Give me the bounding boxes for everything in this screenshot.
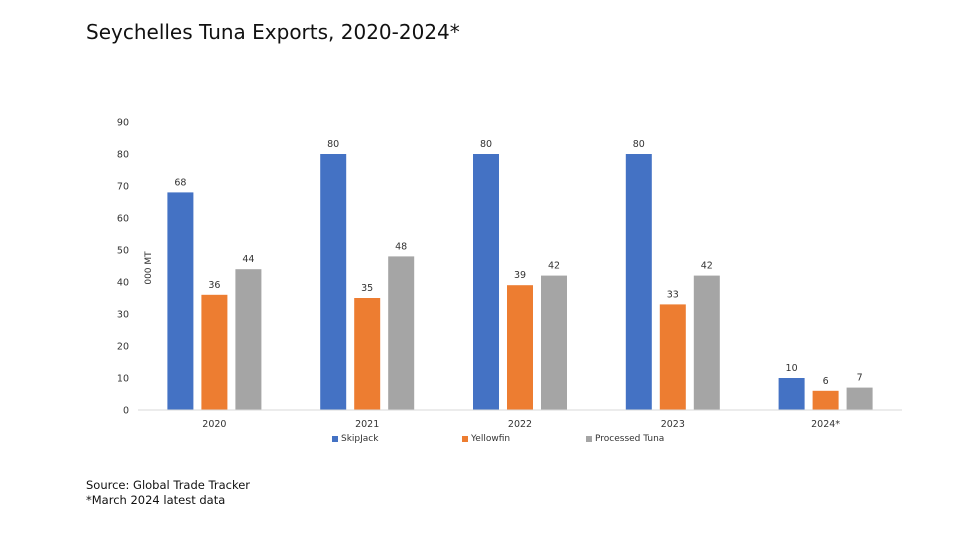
data-label: 68 — [174, 177, 186, 188]
x-tick-label: 2024* — [811, 419, 840, 430]
y-tick-label: 60 — [117, 214, 129, 225]
bars-group: 68 36 44 80 35 48 80 39 42 80 33 42 10 6 7 — [167, 139, 873, 410]
data-label: 80 — [327, 139, 339, 150]
data-label: 36 — [208, 280, 220, 291]
bar-skipjack — [778, 378, 805, 410]
y-tick-label: 80 — [117, 150, 129, 161]
bar-processed-tuna — [693, 275, 720, 410]
bar-processed-tuna — [388, 256, 415, 410]
bar-processed-tuna — [541, 275, 567, 410]
data-label: 35 — [361, 283, 373, 294]
data-label: 42 — [548, 261, 560, 272]
legend-label-skipjack: SkipJack — [341, 434, 379, 444]
data-label: 39 — [514, 270, 526, 281]
y-tick-label: 0 — [123, 406, 129, 417]
bar-skipjack — [473, 154, 499, 410]
bar-yellowfin — [354, 298, 381, 410]
bar-processed-tuna — [846, 387, 873, 410]
x-tick-label: 2021 — [355, 419, 379, 430]
bar-processed-tuna — [235, 269, 262, 410]
y-tick-label: 90 — [117, 118, 129, 129]
legend-item-processed-tuna: Processed Tuna — [586, 434, 664, 444]
bar-skipjack — [625, 154, 652, 410]
y-tick-label: 20 — [117, 342, 129, 353]
data-label: 80 — [480, 139, 492, 150]
chart-title: Seychelles Tuna Exports, 2020-2024* — [86, 20, 460, 44]
legend-label-processed-tuna: Processed Tuna — [595, 434, 665, 444]
data-label: 44 — [242, 254, 254, 265]
legend-item-yellowfin: Yellowfin — [462, 434, 510, 444]
footnote-line: *March 2024 latest data — [86, 493, 226, 507]
y-tick-label: 70 — [117, 182, 129, 193]
legend-swatch-yellowfin — [462, 436, 468, 442]
bar-yellowfin — [507, 285, 533, 410]
y-tick-label: 40 — [117, 278, 129, 289]
bar-yellowfin — [659, 304, 686, 410]
bar-skipjack — [167, 192, 194, 410]
y-tick-label: 10 — [117, 374, 129, 385]
legend-label-yellowfin: Yellowfin — [471, 434, 511, 444]
data-label: 42 — [701, 261, 713, 272]
data-label: 48 — [395, 241, 407, 252]
x-tick-label: 2022 — [508, 419, 532, 430]
legend-swatch-skipjack — [332, 436, 338, 442]
data-label: 10 — [786, 363, 798, 374]
x-tick-label: 2020 — [202, 419, 226, 430]
x-tick-label: 2023 — [661, 419, 685, 430]
y-axis: 0 10 20 30 40 50 60 70 80 90 — [117, 118, 129, 417]
bar-yellowfin — [812, 390, 839, 410]
source-line: Source: Global Trade Tracker — [86, 478, 250, 492]
data-label: 33 — [667, 289, 679, 300]
y-tick-label: 50 — [117, 246, 129, 257]
bar-skipjack — [320, 154, 347, 410]
legend-swatch-processed-tuna — [586, 436, 592, 442]
legend-item-skipjack: SkipJack — [332, 434, 378, 444]
data-label: 7 — [857, 373, 863, 384]
data-label: 80 — [633, 139, 645, 150]
y-tick-label: 30 — [117, 310, 129, 321]
source-note: Source: Global Trade Tracker *March 2024… — [86, 478, 250, 508]
legend: SkipJack Yellowfin Processed Tuna — [0, 434, 975, 448]
x-axis: 2020 2021 2022 2023 2024* — [202, 419, 840, 430]
bar-yellowfin — [201, 294, 228, 410]
y-axis-label: 000 MT — [144, 251, 154, 285]
data-label: 6 — [823, 376, 829, 387]
